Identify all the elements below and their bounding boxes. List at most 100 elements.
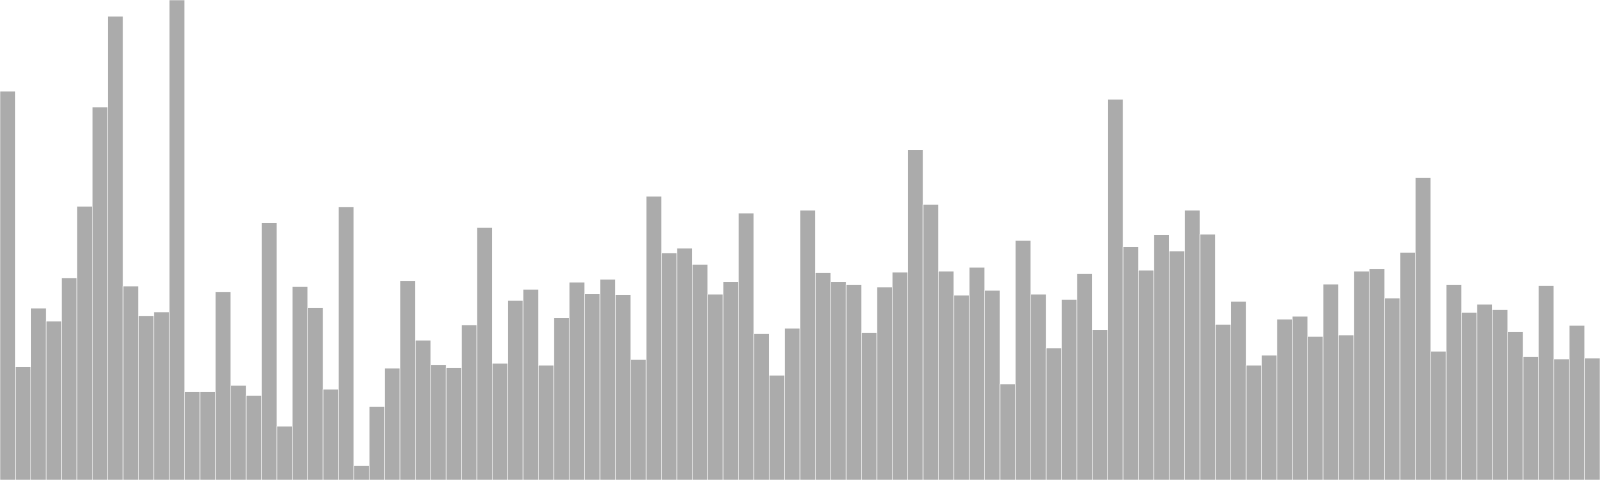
bar (153, 311, 170, 480)
bar (138, 315, 155, 480)
bar (1492, 309, 1508, 480)
bar (1092, 329, 1108, 480)
bar (522, 289, 539, 480)
bar (584, 293, 601, 480)
bar (276, 425, 293, 480)
bar (861, 332, 878, 480)
bar (384, 367, 401, 480)
bar (45, 320, 62, 480)
bar (1153, 234, 1170, 480)
bar (1476, 304, 1493, 480)
bar (1553, 358, 1570, 480)
bar (1461, 312, 1478, 480)
bar (1522, 356, 1539, 480)
bar (292, 286, 308, 480)
bar (892, 271, 908, 480)
bar (1384, 297, 1401, 480)
bar (461, 324, 478, 480)
bar (353, 465, 370, 480)
bar (1261, 354, 1278, 480)
bar (1538, 285, 1555, 480)
bar (1338, 334, 1355, 480)
bar (0, 90, 16, 480)
bar (30, 307, 47, 480)
bar (307, 307, 324, 480)
bar (676, 247, 693, 480)
bar (1199, 233, 1216, 480)
bar (753, 333, 770, 480)
bar (1307, 336, 1324, 480)
bar (476, 227, 493, 480)
bar (1415, 177, 1432, 480)
bar (1507, 331, 1524, 480)
bar (784, 328, 801, 480)
bar (1122, 246, 1139, 480)
bar (492, 363, 508, 480)
bar (76, 206, 93, 480)
bar (707, 293, 724, 480)
bar (507, 300, 524, 480)
bar (1445, 284, 1462, 480)
bar (1230, 301, 1247, 480)
bar (953, 294, 970, 480)
bar (1045, 347, 1062, 480)
bar (1061, 299, 1078, 480)
bar (568, 281, 585, 480)
bar (799, 209, 816, 480)
bar (1584, 357, 1600, 480)
bar (368, 406, 385, 480)
bar (630, 359, 647, 480)
bar (168, 0, 185, 480)
bar (815, 272, 832, 480)
bar (245, 395, 262, 480)
bar (184, 391, 201, 480)
bar (415, 340, 432, 480)
bar (984, 290, 1001, 480)
bar (1076, 273, 1093, 480)
bar (1292, 316, 1308, 480)
bar (661, 252, 678, 480)
bar (445, 367, 462, 480)
bar (15, 366, 32, 480)
bar (107, 16, 124, 480)
bar (1015, 240, 1032, 480)
bar (599, 279, 616, 480)
bar (1276, 318, 1293, 480)
bar (938, 270, 955, 480)
bar (230, 385, 247, 480)
bar (553, 317, 570, 480)
bar (1184, 209, 1201, 480)
bar (845, 284, 862, 480)
bar (199, 391, 216, 480)
bar (722, 281, 739, 480)
bar (538, 365, 555, 480)
bar (61, 277, 78, 480)
bar (215, 291, 232, 480)
bar (768, 375, 785, 480)
bar (830, 281, 847, 480)
bar (1215, 324, 1232, 480)
bar (968, 267, 985, 480)
bar (399, 280, 416, 480)
bar (999, 383, 1016, 480)
bar (738, 212, 755, 480)
bar (615, 294, 632, 480)
bar (1107, 99, 1124, 480)
bar (876, 286, 893, 480)
bar (122, 285, 139, 480)
bar (922, 204, 939, 480)
bar (322, 389, 339, 480)
bar (1399, 252, 1416, 480)
bar (645, 196, 662, 480)
bar (92, 106, 108, 480)
bar (692, 264, 708, 480)
bar (430, 364, 447, 480)
bar (1430, 351, 1447, 480)
bar (1138, 269, 1155, 480)
bar (1322, 283, 1339, 480)
bar (1168, 250, 1185, 480)
bar (907, 149, 924, 480)
bar (1353, 270, 1370, 480)
